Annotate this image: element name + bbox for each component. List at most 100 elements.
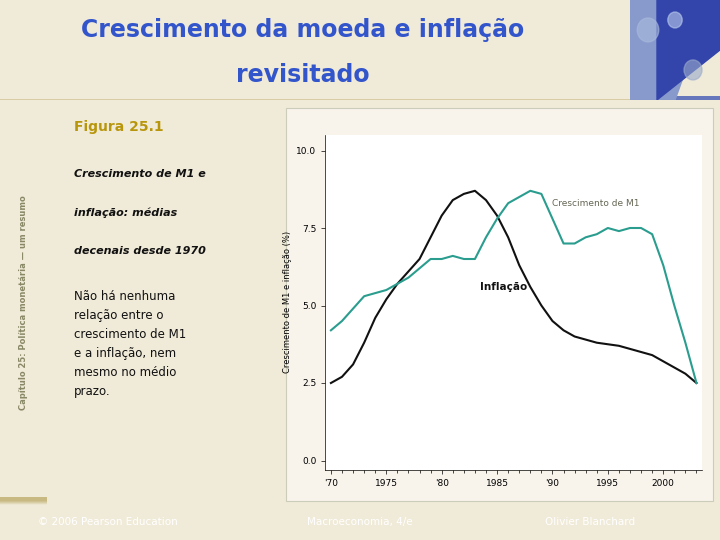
Bar — [0, 497, 47, 502]
Bar — [630, 97, 720, 99]
Bar — [0, 500, 47, 504]
Bar — [630, 97, 720, 99]
Bar — [0, 98, 630, 99]
Bar — [0, 99, 630, 100]
Bar — [0, 98, 630, 99]
Bar — [630, 98, 720, 100]
Bar — [0, 498, 47, 502]
Bar — [0, 98, 630, 99]
Bar — [0, 99, 630, 100]
Bar — [0, 98, 630, 99]
Bar — [0, 498, 47, 502]
Bar — [0, 98, 630, 99]
Bar — [630, 96, 720, 98]
Bar — [0, 98, 630, 99]
Bar — [630, 96, 720, 98]
Bar — [0, 501, 47, 505]
Bar — [0, 99, 630, 100]
Bar — [0, 498, 47, 502]
Bar — [0, 498, 47, 502]
Bar — [0, 500, 47, 503]
Bar — [0, 498, 47, 502]
Bar — [0, 499, 47, 503]
Bar — [0, 500, 47, 503]
Text: Macroeconomia, 4/e: Macroeconomia, 4/e — [307, 517, 413, 528]
Bar — [0, 500, 47, 504]
Bar — [0, 98, 630, 99]
Bar — [0, 498, 47, 502]
Bar — [0, 98, 630, 99]
Bar — [0, 98, 630, 99]
Bar — [0, 500, 47, 504]
Y-axis label: Crescimento de M1 e inflação (%): Crescimento de M1 e inflação (%) — [283, 231, 292, 374]
Bar — [0, 500, 47, 504]
Bar — [630, 98, 720, 100]
Bar — [0, 99, 630, 100]
Bar — [630, 97, 720, 99]
Bar — [0, 98, 630, 99]
Bar — [0, 99, 630, 100]
Bar — [0, 98, 630, 99]
Bar — [0, 500, 47, 504]
Bar — [0, 99, 630, 100]
Bar — [0, 99, 630, 100]
Bar — [0, 501, 47, 504]
Bar — [630, 97, 720, 99]
Bar — [0, 98, 630, 99]
Bar — [630, 96, 720, 98]
Bar — [0, 99, 630, 100]
Bar — [0, 499, 47, 503]
Text: Crescimento da moeda e inflação: Crescimento da moeda e inflação — [81, 18, 524, 42]
Bar — [0, 498, 47, 502]
Bar — [0, 497, 47, 501]
Bar — [630, 96, 720, 98]
FancyBboxPatch shape — [286, 108, 714, 501]
Bar — [0, 500, 47, 504]
Bar — [0, 98, 630, 99]
Bar — [0, 500, 47, 504]
Circle shape — [668, 12, 683, 28]
Bar — [630, 97, 720, 99]
Bar — [0, 500, 47, 503]
Bar — [0, 501, 47, 504]
Bar — [630, 97, 720, 99]
Bar — [0, 98, 630, 99]
Bar — [630, 96, 720, 98]
Bar — [0, 99, 630, 100]
Bar — [630, 98, 720, 100]
Bar — [0, 98, 630, 99]
Bar — [0, 99, 630, 100]
Bar — [0, 500, 47, 504]
Bar — [0, 498, 47, 502]
Bar — [0, 500, 47, 503]
Bar — [0, 497, 47, 501]
Polygon shape — [630, 0, 711, 100]
Bar — [0, 98, 630, 99]
Bar — [0, 99, 630, 100]
Bar — [0, 98, 630, 99]
Bar — [630, 97, 720, 99]
Bar — [0, 98, 630, 99]
Bar — [0, 501, 47, 505]
Bar — [0, 99, 630, 100]
Bar — [0, 500, 47, 504]
Bar — [0, 498, 47, 503]
Bar — [0, 501, 47, 505]
Bar — [0, 501, 47, 505]
Bar — [0, 99, 630, 100]
Bar — [0, 98, 630, 99]
Bar — [0, 99, 630, 100]
Bar — [630, 97, 720, 99]
Text: revisitado: revisitado — [235, 63, 369, 87]
Bar — [630, 97, 720, 98]
Text: Crescimento de M1 e: Crescimento de M1 e — [73, 169, 205, 179]
Bar — [0, 500, 47, 504]
Bar — [630, 96, 720, 98]
Bar — [630, 97, 720, 99]
Bar — [0, 500, 47, 504]
Bar — [0, 497, 47, 502]
Bar — [0, 98, 630, 99]
Bar — [630, 97, 720, 99]
Bar — [0, 498, 47, 503]
Bar — [0, 498, 47, 502]
